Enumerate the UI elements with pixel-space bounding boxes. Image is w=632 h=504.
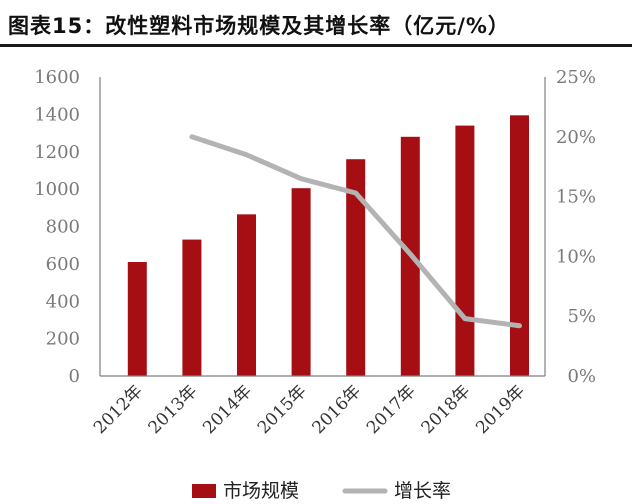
bar-2019年 <box>510 115 529 376</box>
x-tick-label: 2018年 <box>418 381 475 438</box>
x-tick-label: 2012年 <box>90 381 147 438</box>
growth-rate-point <box>246 154 247 156</box>
right-tick-label: 15% <box>556 187 596 208</box>
right-tick-label: 5% <box>567 306 596 327</box>
x-tick-label: 2017年 <box>363 381 420 438</box>
x-tick-label: 2013年 <box>145 381 202 438</box>
left-tick-label: 600 <box>46 254 80 275</box>
x-tick-label: 2019年 <box>472 381 529 438</box>
left-tick-label: 0 <box>69 366 80 387</box>
legend-bar-swatch <box>192 484 216 498</box>
x-tick-label: 2016年 <box>308 381 365 438</box>
left-tick-label: 1400 <box>34 104 80 125</box>
legend-bar-label: 市场规模 <box>223 480 299 502</box>
right-tick-label: 20% <box>556 127 596 148</box>
left-tick-label: 1600 <box>34 67 80 88</box>
growth-rate-point <box>355 192 357 194</box>
title-divider <box>0 44 632 47</box>
bar-2015年 <box>291 188 311 376</box>
bar-2014年 <box>237 214 256 376</box>
left-tick-label: 1200 <box>34 142 80 163</box>
left-tick-label: 1000 <box>34 179 80 200</box>
legend-line-label: 增长率 <box>394 480 451 502</box>
left-tick-label: 800 <box>46 217 80 238</box>
growth-rate-point <box>300 178 302 180</box>
chart-title: 图表15：改性塑料市场规模及其增长率（亿元/%） <box>8 14 510 38</box>
left-tick-label: 400 <box>46 291 80 312</box>
growth-rate-point <box>409 253 411 255</box>
bar-2016年 <box>346 159 366 376</box>
left-tick-label: 200 <box>46 329 80 350</box>
bar-2018年 <box>455 125 475 377</box>
growth-rate-point <box>191 136 193 138</box>
growth-rate-point <box>519 325 520 327</box>
right-tick-label: 10% <box>556 246 596 267</box>
bar-2013年 <box>182 239 202 376</box>
bar-2012年 <box>127 262 147 376</box>
x-tick-label: 2014年 <box>199 381 256 438</box>
growth-rate-point <box>464 318 466 320</box>
right-tick-label: 25% <box>556 67 596 88</box>
x-tick-label: 2015年 <box>254 381 311 438</box>
right-tick-label: 0% <box>567 366 596 387</box>
